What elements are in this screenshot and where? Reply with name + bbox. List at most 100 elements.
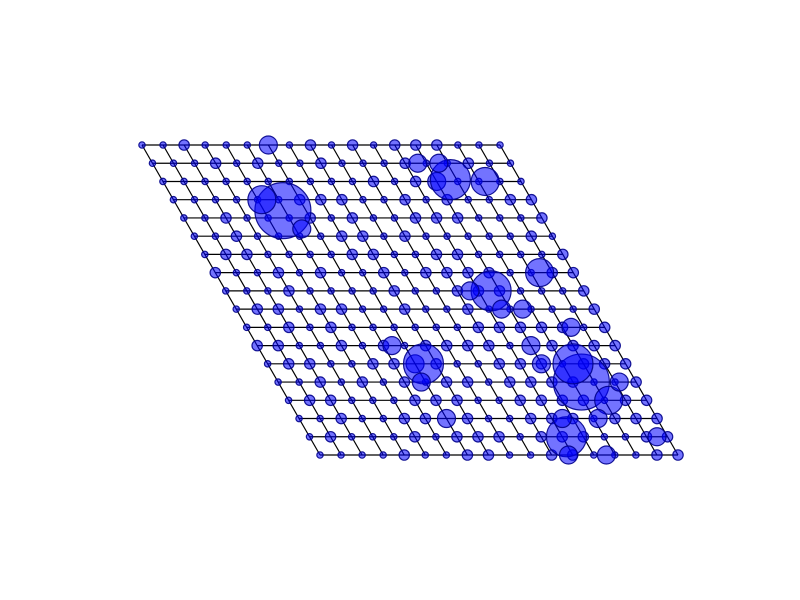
lattice-node bbox=[452, 395, 462, 405]
lattice-node bbox=[442, 340, 452, 350]
lattice-node bbox=[348, 434, 354, 440]
lattice-node bbox=[160, 178, 166, 184]
lattice-node bbox=[400, 231, 410, 241]
lattice-node bbox=[475, 251, 481, 257]
lattice-node bbox=[462, 377, 472, 387]
lattice-node bbox=[486, 197, 492, 203]
lattice-node bbox=[652, 450, 662, 460]
lattice-node bbox=[527, 452, 533, 458]
lattice-bubble bbox=[493, 300, 511, 318]
lattice-node bbox=[305, 140, 315, 150]
lattice-node bbox=[589, 304, 599, 314]
lattice-node bbox=[368, 249, 378, 259]
lattice-node bbox=[223, 178, 229, 184]
lattice-node bbox=[370, 434, 376, 440]
lattice-node bbox=[420, 413, 430, 423]
lattice-node bbox=[305, 359, 315, 369]
lattice-node bbox=[231, 231, 241, 241]
lattice-node bbox=[326, 395, 336, 405]
lattice-node bbox=[455, 142, 461, 148]
lattice-bubble bbox=[559, 446, 577, 464]
lattice-node bbox=[421, 267, 431, 277]
lattice-node bbox=[505, 195, 515, 205]
lattice-node bbox=[328, 251, 334, 257]
lattice-node bbox=[475, 361, 481, 367]
lattice-bubble bbox=[412, 373, 430, 391]
lattice-node bbox=[539, 251, 545, 257]
lattice-node bbox=[307, 251, 313, 257]
lattice-node bbox=[422, 452, 428, 458]
lattice-node bbox=[284, 359, 294, 369]
lattice-bubble bbox=[648, 428, 666, 446]
lattice-node bbox=[212, 197, 218, 203]
lattice-node bbox=[318, 233, 324, 239]
lattice-bubble bbox=[589, 410, 607, 428]
lattice-node bbox=[296, 306, 302, 312]
lattice-node bbox=[601, 434, 607, 440]
lattice-node bbox=[536, 432, 546, 442]
lattice-node bbox=[223, 288, 229, 294]
lattice-node bbox=[431, 213, 441, 223]
lattice-node bbox=[399, 377, 409, 387]
lattice-node bbox=[441, 377, 451, 387]
lattice-node bbox=[349, 178, 355, 184]
lattice-bubble bbox=[597, 446, 615, 464]
lattice-node bbox=[337, 195, 347, 205]
lattice-node bbox=[631, 413, 641, 423]
lattice-node bbox=[347, 213, 357, 223]
lattice-node bbox=[437, 410, 455, 428]
lattice-node bbox=[223, 142, 229, 148]
lattice-node bbox=[275, 379, 281, 385]
lattice-node bbox=[399, 450, 409, 460]
lattice-node bbox=[486, 233, 492, 239]
lattice-node bbox=[149, 160, 155, 166]
lattice-node bbox=[210, 158, 220, 168]
lattice-node bbox=[358, 231, 368, 241]
lattice-node bbox=[325, 432, 335, 442]
lattice-node bbox=[486, 379, 492, 385]
lattice-node bbox=[233, 306, 239, 312]
lattice-node bbox=[273, 340, 283, 350]
lattice-node bbox=[328, 142, 334, 148]
lattice-node bbox=[526, 377, 536, 387]
lattice-node bbox=[400, 304, 410, 314]
lattice-node bbox=[370, 142, 376, 148]
lattice-node bbox=[600, 322, 610, 332]
lattice-node bbox=[212, 233, 218, 239]
lattice-node bbox=[380, 452, 386, 458]
lattice-node bbox=[328, 288, 334, 294]
lattice-node bbox=[423, 197, 429, 203]
lattice-node bbox=[568, 267, 578, 277]
lattice-node bbox=[484, 340, 494, 350]
lattice-node bbox=[537, 213, 547, 223]
lattice-node bbox=[221, 249, 231, 259]
lattice-node bbox=[483, 450, 493, 460]
lattice-node bbox=[338, 452, 344, 458]
lattice-node bbox=[233, 269, 239, 275]
lattice-node bbox=[315, 304, 325, 314]
lattice-node bbox=[296, 415, 302, 421]
lattice-node bbox=[518, 178, 524, 184]
lattice-node bbox=[473, 432, 483, 442]
lattice-node bbox=[547, 340, 557, 350]
lattice-node bbox=[181, 215, 187, 221]
lattice-node bbox=[454, 324, 460, 330]
lattice-node bbox=[412, 251, 418, 257]
lattice-node bbox=[349, 397, 355, 403]
lattice-node bbox=[433, 434, 439, 440]
lattice-bubble bbox=[610, 373, 628, 391]
lattice-node bbox=[284, 322, 294, 332]
lattice-node bbox=[463, 267, 473, 277]
lattice-node bbox=[410, 213, 420, 223]
lattice-node bbox=[391, 251, 397, 257]
lattice-node bbox=[485, 415, 491, 421]
lattice-node bbox=[360, 160, 366, 166]
lattice-bubble bbox=[553, 344, 593, 384]
lattice-node bbox=[202, 251, 208, 257]
lattice-node bbox=[379, 267, 389, 277]
lattice-node bbox=[359, 415, 365, 421]
lattice-node bbox=[381, 233, 387, 239]
lattice-bubble bbox=[383, 337, 401, 355]
lattice-node bbox=[486, 160, 492, 166]
lattice-node bbox=[558, 249, 568, 259]
